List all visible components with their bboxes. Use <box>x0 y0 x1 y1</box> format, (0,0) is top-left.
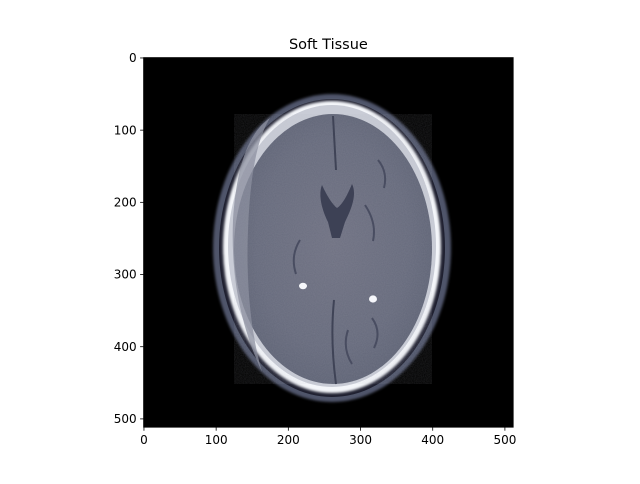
subdural-collection <box>232 118 270 372</box>
lateral-ventricles <box>320 184 355 238</box>
x-tick-label: 400 <box>421 433 444 447</box>
y-axis: 0 100 200 300 400 500 <box>114 51 144 426</box>
midline-fissure <box>331 115 337 385</box>
ct-image <box>143 57 514 428</box>
x-tick-label: 200 <box>277 433 300 447</box>
y-tick-label: 400 <box>114 340 137 354</box>
x-tick-label: 300 <box>349 433 372 447</box>
calcification-right <box>369 295 377 303</box>
sulci <box>292 159 387 365</box>
y-tick-label: 500 <box>114 412 137 426</box>
y-tick-label: 100 <box>114 123 137 137</box>
calcification-left <box>299 282 307 290</box>
y-tick-label: 0 <box>129 51 137 65</box>
y-tick-label: 200 <box>114 196 137 210</box>
x-tick-label: 100 <box>205 433 228 447</box>
x-axis: 0 100 200 300 400 500 <box>140 427 516 447</box>
y-tick-label: 300 <box>114 268 137 282</box>
brain-texture <box>234 114 432 384</box>
axes-frame <box>143 57 514 428</box>
x-tick-label: 500 <box>493 433 516 447</box>
x-tick-label: 0 <box>140 433 148 447</box>
plot-title: Soft Tissue <box>289 37 368 53</box>
